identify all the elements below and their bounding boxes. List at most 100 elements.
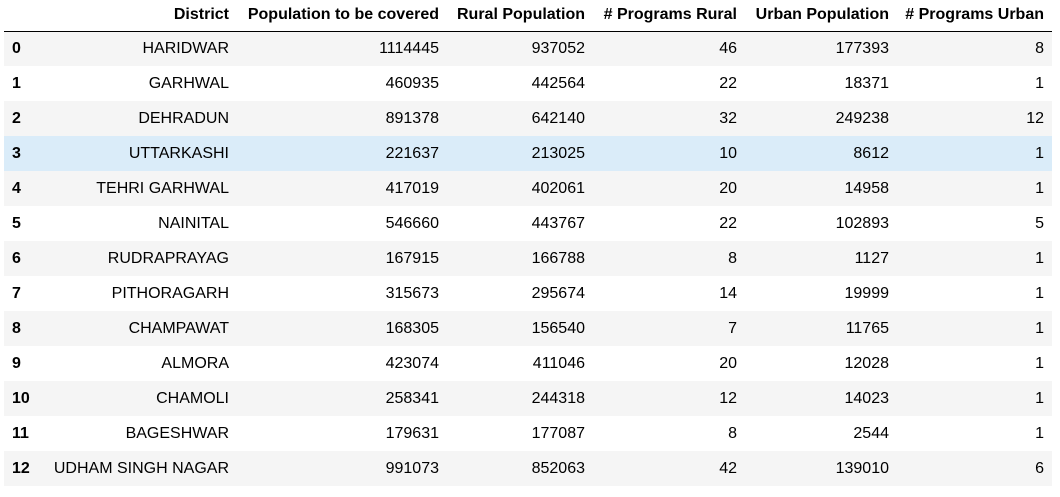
index-column-header xyxy=(4,0,46,32)
urban-population-cell: 12028 xyxy=(844,354,890,372)
programs-rural-cell: 10 xyxy=(719,144,737,162)
rural-population-cell: 177087 xyxy=(531,424,585,442)
table-body: 0 HARIDWAR 1114445 937052 46 177393 8 1 GARHWAL 4… xyxy=(4,31,1052,486)
district-cell: PITHORAGARH xyxy=(111,284,229,302)
rural-population-cell: 166788 xyxy=(531,249,585,267)
programs-urban-cell: 1 xyxy=(1035,424,1044,442)
urban-population-column-header: Urban Population xyxy=(745,0,897,32)
programs-rural-cell: 8 xyxy=(728,424,737,442)
table-row: 8 CHAMPAWAT 168305 156540 7 11765 1 xyxy=(4,311,1052,346)
table-row: 9 ALMORA 423074 411046 20 12028 1 xyxy=(4,346,1052,381)
population-cell: 460935 xyxy=(385,74,439,92)
district-cell: RUDRAPRAYAG xyxy=(107,249,229,267)
programs-rural-cell: 46 xyxy=(719,39,737,57)
row-index-cell: 6 xyxy=(12,249,21,267)
table-row: 12 UDHAM SINGH NAGAR 991073 852063 42 139010 6 xyxy=(4,451,1052,486)
rural-population-cell: 411046 xyxy=(532,354,585,372)
programs-urban-cell: 1 xyxy=(1035,354,1044,372)
programs-urban-cell: 1 xyxy=(1035,319,1044,337)
urban-population-cell: 14958 xyxy=(844,179,890,197)
programs-rural-cell: 42 xyxy=(719,459,737,477)
population-cell: 417019 xyxy=(385,179,439,197)
dataframe-table: District Population to be covered Rural … xyxy=(4,0,1052,486)
urban-population-cell: 19999 xyxy=(844,284,890,302)
district-cell: GARHWAL xyxy=(148,74,229,92)
population-cell: 179631 xyxy=(385,424,439,442)
programs-urban-column-header: # Programs Urban xyxy=(897,0,1052,32)
rural-population-cell: 442564 xyxy=(531,74,585,92)
district-cell: ALMORA xyxy=(161,354,229,372)
programs-rural-cell: 20 xyxy=(719,354,737,372)
table-row: 6 RUDRAPRAYAG 167915 166788 8 1127 1 xyxy=(4,241,1052,276)
rural-population-column-header: Rural Population xyxy=(447,0,593,32)
population-cell: 221637 xyxy=(385,144,439,162)
urban-population-cell: 177393 xyxy=(835,39,889,57)
population-cell: 315673 xyxy=(385,284,439,302)
district-column-header: District xyxy=(46,0,237,32)
row-index-cell: 5 xyxy=(12,214,21,232)
programs-urban-cell: 1 xyxy=(1035,144,1044,162)
population-cell: 891378 xyxy=(385,109,439,127)
table-row: 1 GARHWAL 460935 442564 22 18371 1 xyxy=(4,66,1052,101)
programs-rural-column-header: # Programs Rural xyxy=(593,0,745,32)
programs-rural-cell: 32 xyxy=(719,109,737,127)
district-cell: CHAMOLI xyxy=(156,389,229,407)
programs-urban-cell: 5 xyxy=(1035,214,1044,232)
programs-urban-cell: 8 xyxy=(1035,39,1044,57)
urban-population-cell: 11765 xyxy=(845,319,889,337)
table-row: 0 HARIDWAR 1114445 937052 46 177393 8 xyxy=(4,31,1052,66)
urban-population-cell: 2544 xyxy=(853,424,889,442)
population-cell: 546660 xyxy=(385,214,439,232)
row-index-cell: 12 xyxy=(12,459,30,477)
population-cell: 1114445 xyxy=(379,39,439,57)
urban-population-cell: 8612 xyxy=(853,144,889,162)
rural-population-cell: 244318 xyxy=(531,389,585,407)
table-row: 4 TEHRI GARHWAL 417019 402061 20 14958 1 xyxy=(4,171,1052,206)
row-index-cell: 1 xyxy=(12,74,21,92)
programs-rural-cell: 22 xyxy=(719,74,737,92)
row-index-cell: 10 xyxy=(12,389,30,407)
population-cell: 167915 xyxy=(385,249,439,267)
urban-population-cell: 1127 xyxy=(854,249,889,267)
header-row: District Population to be covered Rural … xyxy=(4,0,1052,32)
row-index-cell: 0 xyxy=(12,39,21,57)
district-cell: UDHAM SINGH NAGAR xyxy=(53,459,229,477)
rural-population-cell: 852063 xyxy=(531,459,585,477)
rural-population-cell: 156540 xyxy=(531,319,585,337)
rural-population-cell: 642140 xyxy=(531,109,585,127)
district-cell: TEHRI GARHWAL xyxy=(96,179,229,197)
table-row: 7 PITHORAGARH 315673 295674 14 19999 1 xyxy=(4,276,1052,311)
programs-rural-cell: 20 xyxy=(719,179,737,197)
district-cell: HARIDWAR xyxy=(142,39,229,57)
table-row: 10 CHAMOLI 258341 244318 12 14023 1 xyxy=(4,381,1052,416)
row-index-cell: 3 xyxy=(12,144,21,162)
district-cell: CHAMPAWAT xyxy=(128,319,229,337)
district-cell: DEHRADUN xyxy=(138,109,229,127)
table-row: 5 NAINITAL 546660 443767 22 102893 5 xyxy=(4,206,1052,241)
programs-rural-cell: 12 xyxy=(719,389,737,407)
programs-urban-cell: 1 xyxy=(1035,284,1044,302)
table-row: 11 BAGESHWAR 179631 177087 8 2544 1 xyxy=(4,416,1052,451)
rural-population-cell: 443767 xyxy=(531,214,585,232)
rural-population-cell: 213025 xyxy=(531,144,585,162)
rural-population-cell: 295674 xyxy=(531,284,585,302)
district-cell: NAINITAL xyxy=(158,214,229,232)
programs-urban-cell: 1 xyxy=(1035,179,1044,197)
population-cell: 423074 xyxy=(385,354,439,372)
population-column-header: Population to be covered xyxy=(237,0,447,32)
programs-urban-cell: 1 xyxy=(1035,74,1044,92)
urban-population-cell: 249238 xyxy=(835,109,889,127)
row-index-cell: 4 xyxy=(12,179,21,197)
row-index-cell: 8 xyxy=(12,319,21,337)
programs-rural-cell: 22 xyxy=(719,214,737,232)
row-index-cell: 9 xyxy=(12,354,21,372)
programs-urban-cell: 6 xyxy=(1035,459,1044,477)
row-index-cell: 2 xyxy=(12,109,21,127)
urban-population-cell: 102893 xyxy=(835,214,889,232)
urban-population-cell: 18371 xyxy=(844,74,890,92)
population-cell: 168305 xyxy=(385,319,439,337)
population-cell: 991073 xyxy=(385,459,439,477)
table-row: 3 UTTARKASHI 221637 213025 10 8612 1 xyxy=(4,136,1052,171)
population-cell: 258341 xyxy=(385,389,439,407)
programs-rural-cell: 14 xyxy=(719,284,737,302)
